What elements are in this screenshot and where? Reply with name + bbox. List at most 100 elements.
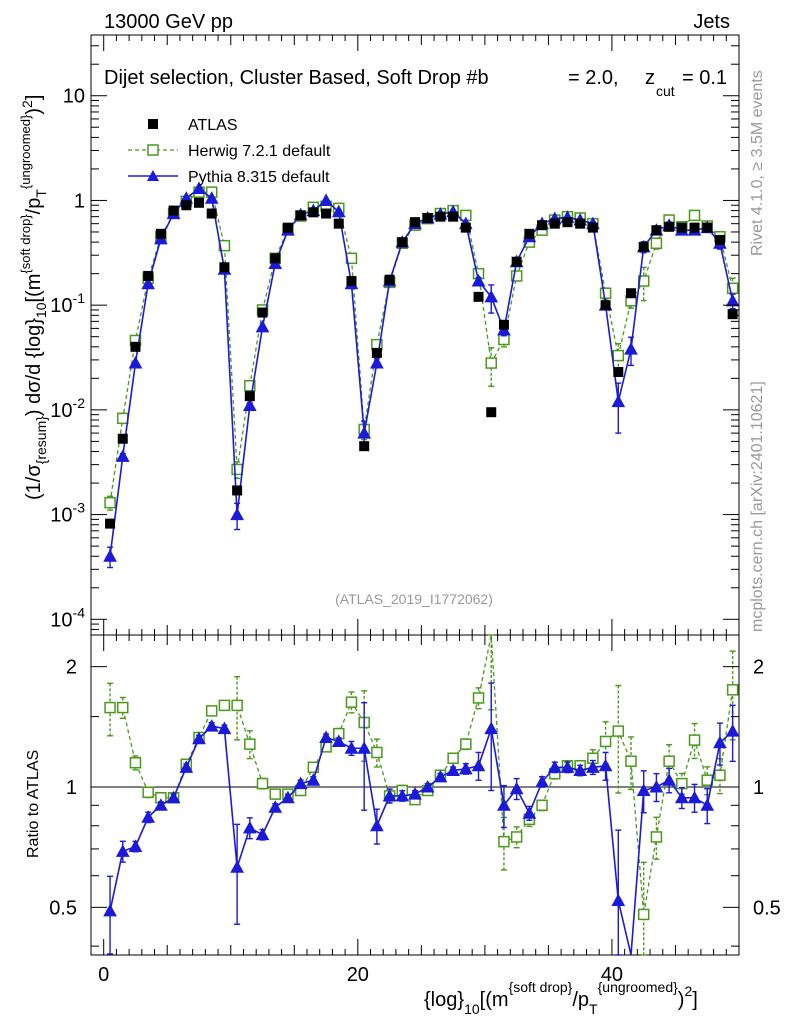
ylabel-part-0: (1/σ bbox=[23, 464, 45, 500]
atlas-point bbox=[194, 197, 204, 208]
y-tick-label: 10-4 bbox=[50, 604, 85, 631]
ylabel-part-2: ) dσ/d {log} bbox=[23, 318, 45, 416]
xlabel-part-3: {soft drop} bbox=[509, 979, 573, 995]
herwig-point bbox=[104, 496, 116, 509]
pythia-ratio-point bbox=[560, 760, 575, 773]
atlas-point bbox=[206, 208, 217, 219]
herwig-ratio-line bbox=[110, 634, 734, 915]
ylabel-part-11: ] bbox=[23, 95, 45, 101]
pythia-point bbox=[319, 193, 333, 206]
herwig-ratio-point bbox=[104, 701, 116, 714]
header-right: Jets bbox=[693, 11, 730, 33]
ylabel-part-6: /p bbox=[23, 198, 45, 215]
xlabel-part-8: 2 bbox=[684, 983, 692, 999]
xlabel-part-0: {log} bbox=[424, 989, 464, 1011]
pythia-point bbox=[192, 181, 206, 195]
herwig-ratio-point bbox=[129, 756, 142, 769]
ratio-tick-label-right: 1 bbox=[753, 777, 764, 799]
pythia-ratio-point bbox=[700, 798, 715, 811]
herwig-ratio-point bbox=[142, 786, 154, 799]
atlas-point bbox=[333, 218, 344, 229]
pythia-ratio-point bbox=[662, 773, 676, 786]
pythia-ratio-point bbox=[370, 818, 384, 832]
pythia-ratio-point bbox=[331, 734, 346, 747]
pythia-ratio-point bbox=[103, 903, 117, 917]
pythia-point bbox=[471, 273, 486, 287]
x-axis-label: {log}10[(m{soft drop}/pT{ungroomed})2] bbox=[424, 979, 698, 1017]
pythia-point bbox=[611, 394, 626, 408]
xlabel-part-4: /p bbox=[572, 989, 589, 1011]
pythia-ratio-point bbox=[230, 860, 244, 873]
atlas-point bbox=[651, 225, 662, 236]
title-beta: = 2.0, bbox=[568, 67, 619, 89]
pythia-ratio-point bbox=[484, 721, 499, 735]
atlas-point bbox=[664, 221, 675, 232]
pythia-ratio-point bbox=[433, 769, 448, 783]
pythia-ratio-point bbox=[573, 763, 588, 776]
pythia-ratio-point bbox=[687, 790, 702, 804]
pythia-ratio-point bbox=[408, 787, 422, 800]
xlabel-part-1: 10 bbox=[464, 1001, 480, 1017]
pythia-point bbox=[370, 356, 384, 369]
pythia-ratio-point bbox=[611, 893, 626, 907]
x-tick-label: 40 bbox=[601, 964, 623, 986]
herwig-ratio-point bbox=[726, 684, 739, 696]
ratio-tick-label: 0.5 bbox=[49, 897, 77, 919]
ylabel-part-1: {resum} bbox=[33, 416, 49, 465]
herwig-ratio-point bbox=[612, 725, 625, 737]
atlas-point bbox=[270, 253, 281, 264]
title-zcut: z bbox=[645, 67, 655, 89]
pythia-ratio-point bbox=[636, 783, 651, 797]
pythia-ratio-point bbox=[509, 781, 524, 795]
atlas-point bbox=[587, 222, 598, 233]
y-tick-label: 10-1 bbox=[50, 290, 85, 317]
herwig-ratio-point bbox=[256, 777, 269, 790]
pythia-ratio-point bbox=[522, 806, 537, 819]
pythia-ratio-point bbox=[458, 761, 473, 775]
pythia-point bbox=[255, 319, 270, 333]
herwig-ratio-point bbox=[536, 799, 548, 812]
herwig-ratio-point bbox=[498, 835, 510, 848]
pythia-ratio-point bbox=[204, 719, 219, 732]
legend: ATLAS Herwig 7.2.1 default Pythia 8.315 de… bbox=[128, 117, 331, 186]
pythia-ratio-point bbox=[141, 810, 156, 823]
atlas-point bbox=[244, 391, 255, 402]
herwig-ratio-point bbox=[231, 699, 243, 712]
atlas-point bbox=[714, 234, 725, 245]
xlabel-part-9: ] bbox=[692, 989, 698, 1011]
svg-text:{log}10[(m{soft drop}/pT{ungro: {log}10[(m{soft drop}/pT{ungroomed})2] bbox=[424, 979, 698, 1017]
xlabel-part-7: ) bbox=[678, 989, 685, 1011]
atlas-point bbox=[282, 222, 293, 233]
herwig-point bbox=[231, 463, 243, 476]
herwig-point bbox=[510, 270, 523, 282]
herwig-ratio-point bbox=[269, 788, 281, 800]
atlas-point bbox=[346, 276, 357, 287]
pythia-point bbox=[725, 293, 740, 307]
herwig-ratio-point bbox=[218, 699, 231, 712]
pythia-ratio-point bbox=[471, 758, 486, 772]
pythia-point bbox=[624, 342, 638, 355]
ylabel-part-3: 10 bbox=[33, 302, 49, 318]
pythia-point bbox=[331, 204, 346, 218]
pythia-ratio-point bbox=[674, 790, 689, 804]
atlas-point bbox=[321, 208, 332, 219]
pythia-ratio-point bbox=[547, 760, 562, 773]
pythia-ratio-point bbox=[154, 798, 168, 811]
legend-marker-atlas bbox=[148, 119, 158, 129]
title-zcut-sub: cut bbox=[656, 83, 675, 99]
pythia-ratio-point bbox=[357, 741, 372, 754]
atlas-point bbox=[689, 222, 700, 233]
pythia-point bbox=[128, 356, 143, 369]
legend-marker-herwig bbox=[147, 144, 159, 156]
pythia-ratio-point bbox=[586, 760, 600, 773]
pythia-ratio-point bbox=[166, 790, 181, 804]
ratio-tick-label-right: 0.5 bbox=[753, 897, 781, 919]
ylabel-part-9: ) bbox=[23, 108, 45, 115]
atlas-point bbox=[422, 212, 433, 223]
side-label-top: Rivet 4.1.0, ≥ 3.5M events bbox=[749, 70, 766, 256]
herwig-ratio-point bbox=[472, 692, 485, 704]
plot-title: Dijet selection, Cluster Based, Soft Dro… bbox=[104, 67, 727, 99]
atlas-point bbox=[511, 256, 522, 267]
atlas-point bbox=[575, 218, 586, 229]
